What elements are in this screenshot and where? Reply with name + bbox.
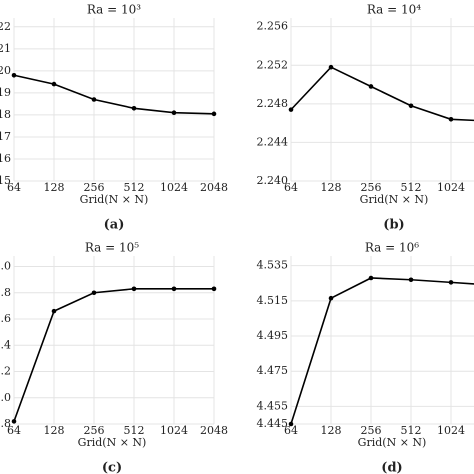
data-point [368, 275, 374, 281]
data-point [288, 107, 294, 112]
data-point [408, 277, 414, 283]
x-tick-label: 128 [44, 181, 65, 194]
data-line [13, 74, 215, 115]
subplot: Ra = 10⁴ 2.240 2.244 2.248 2.252 2.256 64 128 25… [257, 3, 474, 233]
y-tick-label: 4.495 [257, 329, 289, 342]
caption: (b) [383, 218, 404, 233]
x-tick-label: 256 [84, 424, 105, 437]
y-tick-label: 4.535 [257, 259, 289, 272]
y-tick-label: .2 [1, 365, 12, 378]
data-point [11, 72, 17, 78]
y-tick-label: 21 [0, 42, 11, 55]
data-point [11, 419, 17, 424]
data-point [171, 286, 177, 292]
y-tick-label: 15 [0, 174, 11, 187]
y-tick-label: 2.248 [257, 97, 289, 110]
y-tick-label: 20 [0, 64, 11, 77]
subplot: Ra = 10⁵.0.8.6.4.2.0.864 128 256 512 1024 204… [1, 241, 229, 474]
data-line [290, 66, 474, 122]
x-tick-label: 512 [124, 181, 145, 194]
x-tick-label: 64 [7, 424, 21, 437]
subplot-title: Ra = 10³ [87, 3, 141, 17]
caption: (c) [102, 461, 122, 474]
x-tick-label: 128 [44, 424, 65, 437]
y-tick-label: 18 [0, 108, 11, 121]
data-point [91, 290, 97, 296]
data-point [368, 84, 374, 89]
x-tick-label: 2048 [200, 181, 228, 194]
x-tick-label: 1024 [160, 424, 188, 437]
x-tick-label: 64 [284, 424, 298, 437]
x-axis-label: Grid(N × N) [78, 436, 147, 449]
y-tick-label: .6 [1, 312, 12, 325]
data-line [13, 288, 214, 422]
x-tick-label: 512 [401, 181, 422, 194]
y-tick-label: 4.515 [257, 294, 289, 307]
y-tick-label: 4.455 [257, 399, 289, 412]
x-axis-label: Grid(N × N) [80, 193, 149, 206]
subplot-title: Ra = 10⁴ [367, 3, 421, 17]
subplot-title: Ra = 10⁵ [85, 241, 139, 255]
x-axis-label: Grid(N × N) [358, 436, 427, 449]
x-tick-label: 128 [321, 181, 342, 194]
data-point [211, 286, 217, 292]
y-tick-label: 2.252 [257, 58, 289, 71]
caption: (a) [104, 218, 125, 233]
data-point [91, 97, 97, 102]
data-point [171, 110, 177, 116]
data-point [448, 280, 454, 285]
x-tick-label: 512 [124, 424, 145, 437]
y-tick-label: 17 [0, 130, 11, 143]
y-tick-label: 2.240 [257, 174, 289, 187]
y-tick-label: 19 [0, 86, 11, 99]
y-tick-label: .0 [1, 391, 12, 404]
x-tick-label: 256 [361, 181, 382, 194]
x-tick-label: 1024 [160, 181, 188, 194]
x-tick-label: 256 [361, 424, 382, 437]
x-tick-label: 1024 [437, 424, 465, 437]
x-tick-label: 1024 [437, 181, 465, 194]
data-point [408, 103, 414, 109]
data-point [131, 286, 137, 292]
y-tick-label: 2.256 [257, 20, 289, 33]
caption: (d) [381, 461, 402, 474]
x-tick-label: 64 [284, 181, 298, 194]
y-tick-label: 4.445 [257, 417, 289, 430]
x-tick-label: 2048 [200, 424, 228, 437]
y-tick-label: 16 [0, 152, 11, 165]
x-axis-label: Grid(N × N) [360, 193, 429, 206]
subplot-title: Ra = 10⁶ [365, 241, 419, 255]
data-point [328, 64, 334, 70]
data-point [448, 116, 454, 122]
data-point [328, 295, 334, 301]
data-line [290, 277, 474, 425]
x-tick-label: 256 [84, 181, 105, 194]
y-tick-label: .8 [1, 417, 12, 430]
data-point [131, 106, 137, 111]
x-tick-label: 64 [7, 181, 21, 194]
data-point [288, 421, 294, 427]
data-point [51, 81, 57, 87]
x-tick-label: 512 [401, 424, 422, 437]
y-tick-label: 22 [0, 20, 11, 33]
y-tick-label: .0 [1, 260, 12, 273]
subplot: Ra = 10⁶ 4.535 4.515 4.495 4.475 4.455 4.44564… [257, 241, 474, 474]
data-point [211, 111, 217, 117]
y-tick-label: 4.475 [257, 364, 289, 377]
y-tick-label: .8 [1, 286, 12, 299]
data-point [51, 308, 57, 314]
y-tick-label: 2.244 [257, 135, 289, 148]
y-tick-label: .4 [1, 338, 12, 351]
x-tick-label: 128 [321, 424, 342, 437]
